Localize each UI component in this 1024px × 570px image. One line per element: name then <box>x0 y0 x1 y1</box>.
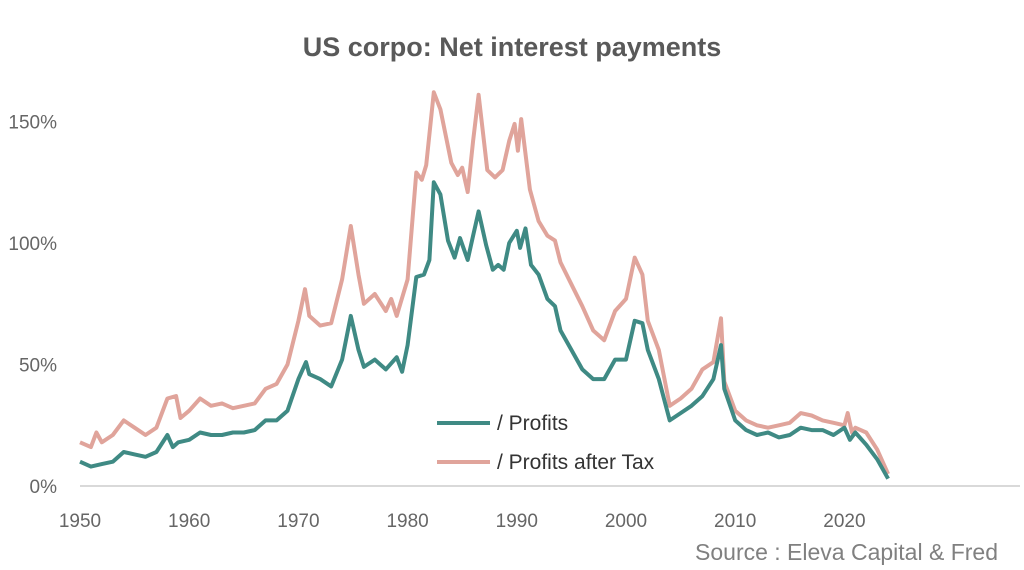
x-tick-label: 1950 <box>59 511 101 532</box>
legend-label-profits: / Profits <box>497 412 568 435</box>
y-tick-label: 100% <box>8 234 57 255</box>
y-tick-label: 150% <box>8 113 57 134</box>
chart-title: US corpo: Net interest payments <box>303 32 722 62</box>
x-tick-label: 2020 <box>823 511 865 532</box>
y-axis: 0% 50% 100% 150% <box>8 113 57 499</box>
legend-label-profits-after-tax: / Profits after Tax <box>497 451 655 474</box>
x-axis: 1950 1960 1970 1980 1990 2000 2010 2020 <box>59 511 866 532</box>
legend: / Profits / Profits after Tax <box>437 412 655 474</box>
x-tick-label: 1960 <box>168 511 210 532</box>
x-tick-label: 1990 <box>496 511 538 532</box>
x-tick-label: 2000 <box>605 511 647 532</box>
x-tick-label: 1980 <box>386 511 428 532</box>
x-tick-label: 1970 <box>277 511 319 532</box>
y-tick-label: 50% <box>19 356 57 377</box>
series-line-profits-after-tax <box>79 90 890 475</box>
plot-area <box>79 90 890 480</box>
source-note: Source : Eleva Capital & Fred <box>695 539 998 565</box>
x-tick-label: 2010 <box>714 511 756 532</box>
y-tick-label: 0% <box>30 477 58 498</box>
series-line-profits <box>79 180 890 480</box>
